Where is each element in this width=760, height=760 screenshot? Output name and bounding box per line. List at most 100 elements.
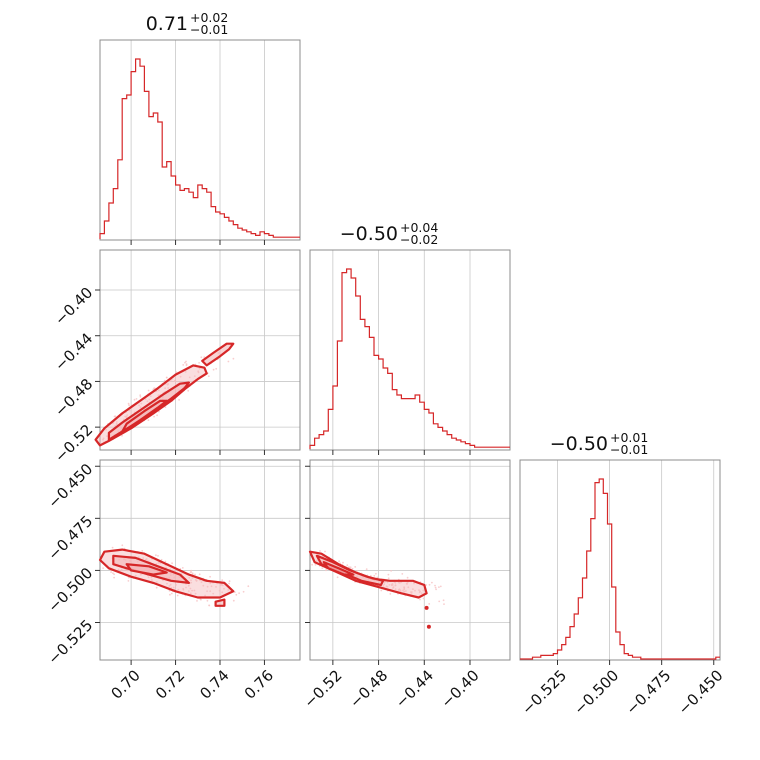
sample-point [388, 584, 391, 586]
sample-point [153, 415, 156, 418]
sample-point [413, 582, 415, 585]
sample-point [399, 590, 402, 592]
sample-point [387, 577, 390, 580]
sample-point [206, 585, 209, 588]
sample-point [406, 581, 409, 584]
sample-point [336, 576, 339, 579]
sample-point [158, 410, 160, 413]
sample-point [187, 590, 190, 592]
sample-point [139, 395, 142, 398]
sample-point [346, 564, 349, 567]
sample-point [191, 577, 194, 579]
sample-point [238, 592, 241, 594]
sample-point [442, 599, 445, 602]
sample-point [115, 421, 118, 423]
sample-point [189, 587, 192, 590]
sample-point [193, 589, 196, 592]
sample-point [157, 555, 159, 557]
sample-point [121, 544, 124, 547]
sample-point [190, 579, 192, 582]
sample-point [342, 561, 344, 564]
sample-point [391, 583, 394, 585]
sample-point [139, 406, 142, 409]
sample-point [193, 375, 196, 377]
sample-point [188, 576, 191, 579]
sample-point [185, 586, 187, 589]
sample-point [215, 586, 217, 588]
sample-point [220, 584, 222, 587]
sample-point [176, 594, 179, 597]
sample-point [199, 579, 202, 582]
sample-point [110, 571, 112, 573]
contour-line-2 [125, 563, 168, 576]
sample-point [187, 584, 190, 587]
scatter-panel-0-2 [95, 459, 301, 665]
sample-point [338, 560, 340, 563]
contour-line-0 [94, 364, 208, 447]
sample-point [422, 597, 425, 600]
panel-frame [99, 249, 301, 451]
sample-point [185, 360, 187, 363]
sample-point [228, 580, 231, 582]
histogram-step-1 [309, 268, 510, 449]
x-tick-label-1-1: −0.48 [346, 666, 391, 711]
sample-point [184, 361, 186, 364]
sample-point [389, 593, 392, 595]
sample-point [405, 590, 407, 592]
histogram-step-0 [99, 58, 300, 239]
sample-point [182, 364, 185, 366]
sample-point [126, 414, 129, 416]
sample-point [182, 587, 185, 590]
sample-point [127, 402, 130, 405]
sample-point [164, 387, 167, 390]
sample-point [121, 434, 123, 437]
sample-point [373, 574, 376, 577]
sample-point [380, 589, 383, 592]
sample-point [135, 398, 138, 400]
sample-point [428, 583, 431, 586]
sample-point [113, 576, 115, 579]
sample-point [206, 590, 209, 593]
x-tick-label-0-2: 0.74 [196, 666, 232, 702]
y-tick-label-2-0: −0.525 [44, 616, 96, 668]
x-tick-label-1-3: −0.40 [437, 666, 482, 711]
panel-frame [309, 459, 511, 661]
sample-point [188, 376, 191, 379]
sample-point [420, 592, 423, 594]
panel-frame [309, 249, 511, 451]
param-title-plus-1: +0.04 [400, 220, 438, 235]
sample-point [212, 368, 215, 371]
sample-point [189, 592, 192, 595]
param-title-minus-2: −0.01 [610, 442, 648, 457]
sample-point [199, 598, 202, 601]
sample-point [401, 573, 404, 575]
sample-point [369, 575, 372, 577]
sample-point [394, 588, 397, 590]
sample-point [354, 566, 357, 568]
sample-point [102, 438, 104, 441]
panel-frame [99, 39, 301, 241]
sample-point [166, 582, 168, 585]
contour-line-1 [112, 554, 190, 585]
sample-point [169, 380, 172, 382]
sample-point [232, 599, 235, 602]
sample-point [208, 604, 211, 607]
sample-point [376, 576, 379, 579]
panel-frame [519, 459, 721, 661]
sample-point [106, 435, 108, 437]
sample-point [102, 567, 104, 569]
sample-point [206, 599, 209, 602]
sample-point [156, 414, 159, 417]
scatter-panel-0-1 [94, 249, 301, 455]
param-title-minus-0: −0.01 [190, 22, 228, 37]
sample-point [144, 398, 147, 400]
x-tick-label-0-1: 0.72 [152, 666, 188, 702]
sample-point [194, 573, 196, 576]
sample-point [221, 591, 224, 594]
sample-point [141, 550, 144, 552]
param-title-median-1: −0.50 [340, 223, 398, 245]
sample-point [221, 579, 224, 581]
sample-point [203, 356, 206, 358]
sample-point [115, 422, 118, 425]
sample-point [438, 600, 441, 603]
